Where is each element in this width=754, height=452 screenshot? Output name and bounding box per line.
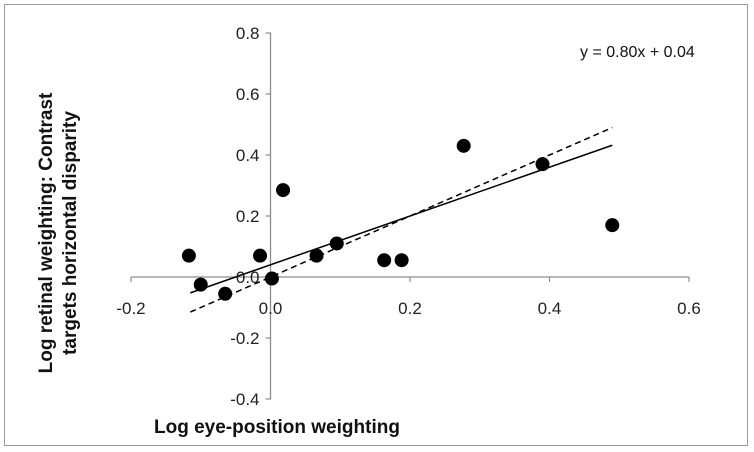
- x-axis-title: Log eye-position weighting: [154, 417, 400, 438]
- y-tick-label: -0.2: [230, 329, 259, 348]
- y-tick-label: 0.4: [236, 146, 260, 165]
- y-axis-title-line-1: Log retinal weighting: Contrast: [36, 92, 57, 373]
- data-point: [329, 236, 344, 251]
- data-point: [253, 248, 268, 263]
- x-tick-label: 0.4: [538, 299, 562, 318]
- data-point: [535, 157, 550, 172]
- x-tick-label: 0.6: [677, 299, 701, 318]
- y-tick-label: -0.4: [230, 390, 259, 409]
- data-point: [181, 248, 196, 263]
- y-axis-title-line-2: targets horizontal disparity: [60, 111, 81, 355]
- data-point: [276, 183, 291, 198]
- y-axis-title: Log retinal weighting: Contrast targets …: [36, 92, 81, 373]
- scatter-chart: -0.2 0.0 0.2 0.4 0.6-0.4-0.20.00.20.40.60.8 …: [36, 24, 701, 438]
- x-tick-label: 0.2: [398, 299, 422, 318]
- axes: [130, 32, 690, 400]
- data-point: [218, 286, 233, 301]
- chart-frame: -0.2 0.0 0.2 0.4 0.6 -0.4 -0.2 0.0 0.2 0.4 0.6 0.8 …: [4, 4, 748, 446]
- y-tick-label: 0.0: [236, 268, 260, 287]
- data-point: [605, 218, 620, 233]
- x-tick-label: -0.2: [116, 299, 145, 318]
- data-point: [309, 248, 324, 263]
- y-tick-label: 0.6: [236, 85, 260, 104]
- data-point: [264, 271, 279, 286]
- data-point: [456, 138, 471, 153]
- data-points: [181, 138, 620, 301]
- x-tick-label: 0.0: [259, 299, 283, 318]
- equation-label: y = 0.80x + 0.04: [580, 44, 695, 61]
- y-tick-label: 0.2: [236, 207, 260, 226]
- tick-labels: -0.2 0.0 0.2 0.4 0.6-0.4-0.20.00.20.40.60.8: [116, 24, 700, 409]
- data-point: [193, 277, 208, 292]
- y-tick-label: 0.8: [236, 24, 260, 43]
- data-point: [377, 253, 392, 268]
- data-point: [394, 253, 409, 268]
